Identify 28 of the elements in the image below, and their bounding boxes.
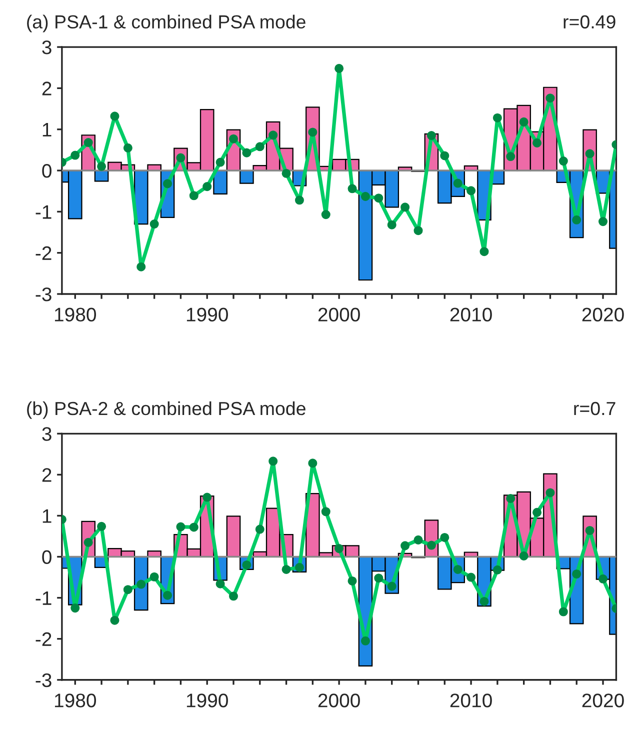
y-tick-label: 0 [42, 164, 52, 178]
y-tick-label: 3 [42, 40, 52, 54]
text: r=0.7 [574, 402, 616, 416]
y-tick-label: 2 [42, 468, 52, 482]
y-tick-label: 1 [42, 509, 52, 523]
y-tick-label: -3 [36, 673, 52, 688]
text: r=0.49 [564, 15, 616, 29]
y-tick-label: -2 [36, 246, 52, 260]
x-tick-label: 2000 [318, 308, 360, 322]
y-tick-label: -1 [36, 591, 52, 605]
y-tick-label: 1 [42, 123, 52, 136]
x-tick-label: 2000 [318, 694, 360, 708]
x-tick-label: 2010 [450, 694, 492, 708]
y-tick-label: -3 [36, 287, 52, 302]
x-tick-label: 1980 [54, 308, 96, 322]
x-tick-label: 1980 [54, 694, 96, 708]
x-tick-label: 2020 [582, 308, 624, 322]
x-tick-label: 2010 [450, 308, 492, 322]
y-tick-label: 0 [42, 550, 52, 564]
x-tick-label: 1990 [186, 694, 228, 708]
x-tick-label: 1990 [186, 308, 228, 322]
y-tick-label: -2 [36, 632, 52, 646]
chart-title: (a) PSA-1 & combined PSA mode [27, 14, 306, 32]
y-tick-label: -1 [36, 205, 52, 219]
y-tick-label: 3 [42, 427, 52, 441]
y-tick-label: 2 [42, 82, 52, 96]
chart-title: (b) PSA-2 & combined PSA mode [27, 401, 306, 419]
x-tick-label: 2020 [582, 694, 624, 708]
